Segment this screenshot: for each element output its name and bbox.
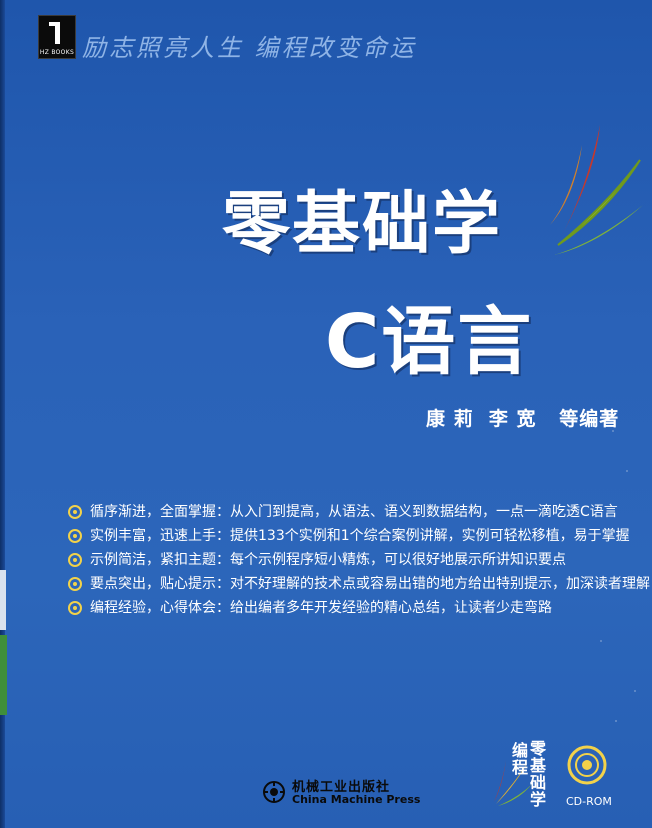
bullet-icon (68, 529, 82, 543)
bullet-icon (68, 505, 82, 519)
texture-speck (634, 690, 636, 692)
series-logo-col2: 零基础学 (530, 739, 547, 809)
publisher-name-en: China Machine Press (292, 793, 421, 806)
feature-item: 实例丰富，迅速上手：提供133个实例和1个综合案例讲解，实例可轻松移植，易于掌握 (68, 524, 638, 548)
feature-text: 要点突出，贴心提示：对不好理解的技术点或容易出错的地方给出特别提示，加深读者理解 (90, 576, 650, 592)
title-line-2: C语言 (325, 299, 534, 385)
cd-label: CD-ROM (566, 795, 612, 808)
feature-item: 要点突出，贴心提示：对不好理解的技术点或容易出错的地方给出特别提示，加深读者理解 (68, 572, 650, 596)
feature-text: 循序渐进，全面掌握：从入门到提高，从语法、语义到数据结构，一点一滴吃透C语言 (90, 504, 618, 520)
bullet-icon (68, 553, 82, 567)
series-logo: 编程 零基础学 (492, 738, 554, 808)
spine-edge (0, 0, 5, 828)
texture-speck (612, 430, 614, 432)
feature-text: 示例简洁，紧扣主题：每个示例程序短小精炼，可以很好地展示所讲知识要点 (90, 552, 566, 568)
feature-text: 实例丰富，迅速上手：提供133个实例和1个综合案例讲解，实例可轻松移植，易于掌握 (90, 528, 630, 544)
texture-speck (626, 470, 628, 472)
series-logo-col1: 编程 (512, 741, 529, 777)
bullet-icon (68, 601, 82, 615)
title-line-1: 零基础学 (222, 185, 503, 264)
feature-item: 示例简洁，紧扣主题：每个示例程序短小精炼，可以很好地展示所讲知识要点 (68, 548, 638, 572)
publisher-logo: HZ BOOKS (38, 15, 76, 59)
edge-tab-green (0, 635, 7, 715)
leaf-decoration-icon (550, 125, 643, 255)
cd-icon (567, 745, 607, 785)
publisher-name-cn: 机械工业出版社 (292, 780, 391, 795)
slogan: 励志照亮人生 编程改变命运 (82, 34, 417, 62)
edge-tab-white (0, 570, 6, 630)
feature-item: 编程经验，心得体会：给出编者多年开发经验的精心总结，让读者少走弯路 (68, 596, 638, 620)
texture-speck (600, 640, 602, 642)
feature-item: 循序渐进，全面掌握：从入门到提高，从语法、语义到数据结构，一点一滴吃透C语言 (68, 500, 638, 524)
bullet-icon (68, 577, 82, 591)
publisher-mark: 机械工业出版社 China Machine Press (262, 776, 422, 812)
publisher-logo-text: HZ BOOKS (39, 49, 75, 56)
feature-list: 循序渐进，全面掌握：从入门到提高，从语法、语义到数据结构，一点一滴吃透C语言 实… (68, 500, 650, 620)
publisher-emblem-icon (263, 781, 285, 803)
texture-speck (615, 720, 617, 722)
authors: 康 莉 李 宽 等编著 (426, 408, 620, 430)
feature-text: 编程经验，心得体会：给出编者多年开发经验的精心总结，让读者少走弯路 (90, 600, 552, 616)
